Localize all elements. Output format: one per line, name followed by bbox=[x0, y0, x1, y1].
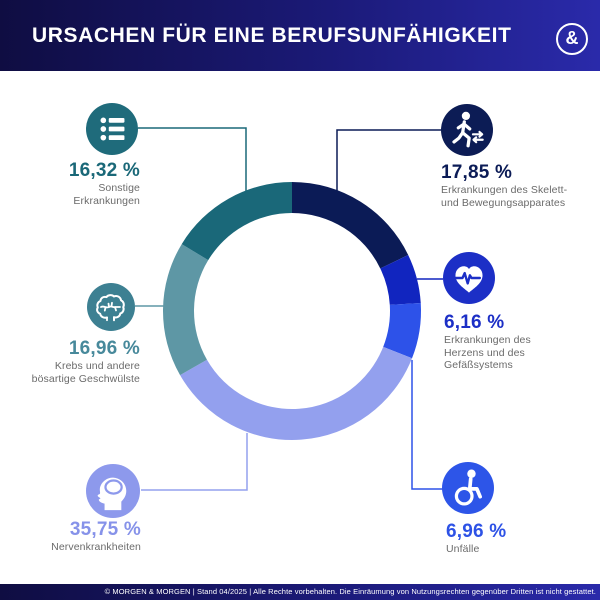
callout-skelett: 17,85 % Erkrankungen des Skelett- und Be… bbox=[441, 162, 600, 209]
callout-sonstige: 16,32 % Sonstige Erkrankungen bbox=[0, 160, 140, 207]
percentage-value: 6,96 % bbox=[446, 521, 507, 542]
connector-unfaelle-line bbox=[411, 360, 444, 490]
footer-bar: © MORGEN & MORGEN | Stand 04/2025 | Alle… bbox=[0, 584, 600, 600]
ampersand-logo-icon: & bbox=[565, 28, 579, 48]
head-brain-icon bbox=[86, 464, 140, 518]
donut-segment-walking-person bbox=[292, 182, 409, 269]
connector-skelett-line bbox=[336, 129, 441, 192]
donut-ring bbox=[163, 182, 421, 440]
percentage-value: 6,16 % bbox=[444, 312, 505, 333]
category-label: Erkrankungen des Skelett- und Bewegungsa… bbox=[441, 184, 568, 209]
donut-segment-heart-pulse bbox=[380, 254, 421, 305]
category-label: Nervenkrankheiten bbox=[51, 541, 141, 553]
donut-segment-head-brain bbox=[180, 346, 413, 440]
percentage-value: 35,75 % bbox=[69, 519, 141, 540]
category-label: Erkrankungen des Herzens und des Gefäßsy… bbox=[444, 334, 531, 372]
callout-herz: 6,16 % Erkrankungen des Herzens und des … bbox=[444, 312, 594, 372]
donut-segment-list bbox=[181, 182, 292, 261]
copyright-text: © MORGEN & MORGEN | Stand 04/2025 | Alle… bbox=[104, 587, 596, 596]
percentage-value: 16,96 % bbox=[68, 338, 140, 359]
category-label: Krebs und andere bösartige Geschwülste bbox=[31, 360, 140, 385]
percentage-value: 16,32 % bbox=[68, 160, 140, 181]
brain-icon bbox=[87, 283, 135, 331]
list-icon bbox=[86, 103, 138, 155]
brand-logo: & bbox=[556, 23, 588, 55]
header-bar: URSACHEN FÜR EINE BERUFSUNFÄHIGKEIT & bbox=[0, 0, 600, 71]
connector-nerven-line bbox=[141, 433, 248, 491]
callout-unfaelle: 6,96 % Unfälle bbox=[446, 521, 586, 556]
category-label: Unfälle bbox=[446, 543, 480, 555]
walking-person-icon bbox=[441, 104, 493, 156]
donut-segment-brain bbox=[163, 244, 209, 376]
callout-krebs: 16,96 % Krebs und andere bösartige Gesch… bbox=[0, 338, 140, 385]
connector-sonstige-line bbox=[138, 127, 247, 193]
donut-segment-wheelchair bbox=[383, 302, 421, 359]
percentage-value: 17,85 % bbox=[441, 162, 513, 183]
page-title: URSACHEN FÜR EINE BERUFSUNFÄHIGKEIT bbox=[32, 24, 512, 47]
callout-nerven: 35,75 % Nervenkrankheiten bbox=[0, 519, 141, 554]
category-label: Sonstige Erkrankungen bbox=[73, 182, 140, 207]
heart-pulse-icon bbox=[443, 252, 495, 304]
wheelchair-icon bbox=[442, 462, 494, 514]
